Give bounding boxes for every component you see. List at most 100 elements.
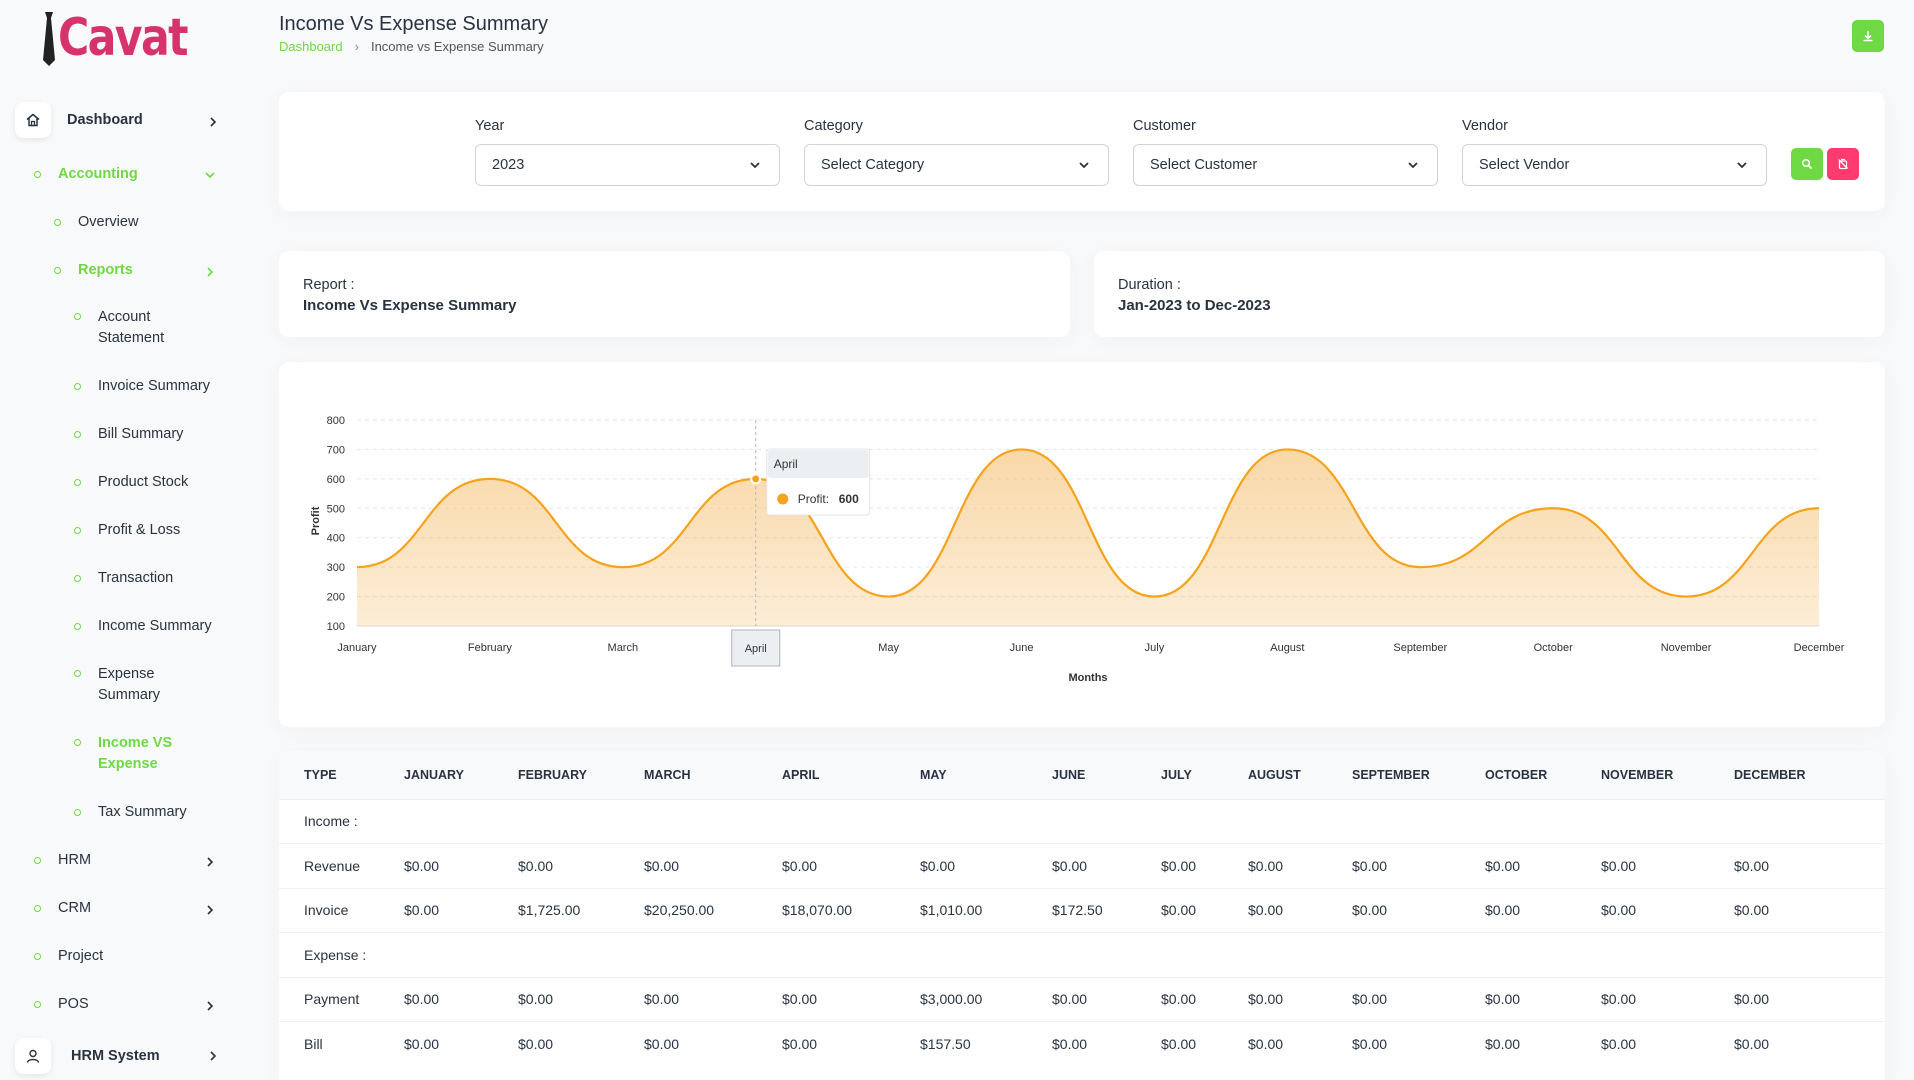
sidebar-item-profit-loss[interactable]: Profit & Loss [74, 522, 180, 538]
brand-logo[interactable]: Cavat [42, 10, 215, 66]
column-header: November [1601, 751, 1734, 799]
active-data-point[interactable] [750, 473, 762, 485]
sidebar-item-label: Summary [98, 687, 161, 703]
table-cell: $0.00 [1248, 976, 1352, 1022]
reset-button[interactable] [1827, 148, 1859, 180]
sidebar-item-income-vs-expense[interactable]: Income VS Expense [74, 733, 172, 775]
x-tick-label: March [608, 642, 639, 654]
sidebar-item-hrm-system[interactable]: HRM System [15, 1038, 220, 1074]
sidebar-item-label: Reports [78, 262, 133, 278]
search-icon [1801, 158, 1813, 170]
table-section-row: Income : [279, 798, 1885, 844]
table-cell: $0.00 [782, 843, 920, 888]
tooltip-title: April [774, 457, 798, 471]
sidebar-item-label: Expense [98, 666, 155, 682]
home-icon [15, 102, 51, 138]
bullet-icon [74, 808, 81, 816]
category-filter-label: Category [804, 118, 863, 134]
table-cell: $0.00 [1485, 976, 1601, 1022]
customer-select-value: Select Customer [1150, 157, 1258, 173]
table-cell: $0.00 [1248, 887, 1352, 933]
category-filter: Category Select Category [804, 118, 1109, 186]
table-cell: $0.00 [518, 843, 644, 888]
year-select[interactable]: 2023 [475, 144, 780, 186]
chevron-right-icon [207, 905, 214, 915]
category-select[interactable]: Select Category [804, 144, 1109, 186]
sidebar-item-transaction[interactable]: Transaction [74, 570, 173, 586]
brand-name: Cavat [58, 8, 188, 68]
sidebar-item-expense-summary[interactable]: Expense Summary [74, 664, 160, 706]
table-cell: $0.00 [1248, 1021, 1352, 1066]
sidebar-item-label: Income VS [98, 735, 173, 751]
customer-select[interactable]: Select Customer [1133, 144, 1438, 186]
sidebar-item-crm[interactable]: CRM [34, 900, 220, 916]
x-tick-label: February [468, 642, 513, 654]
column-header: Type [279, 751, 404, 799]
row-type: Bill [279, 1021, 404, 1066]
section-title: Income : [279, 798, 1885, 844]
breadcrumb-separator-icon: › [354, 39, 359, 54]
table-section-row: Expense : [279, 932, 1885, 977]
sidebar-item-invoice-summary[interactable]: Invoice Summary [74, 378, 210, 394]
sidebar-item-label: Expense [98, 756, 158, 772]
chevron-right-icon [210, 1051, 217, 1061]
row-type: Invoice [279, 887, 404, 933]
bullet-icon [54, 218, 61, 226]
column-header: June [1052, 751, 1161, 799]
y-tick-label: 600 [327, 474, 345, 486]
profit-area-chart[interactable]: 100 200 300 400 500 600 700 800 Profit January F… [279, 362, 1885, 727]
sidebar-item-accounting[interactable]: Accounting [34, 166, 220, 182]
breadcrumb-home-link[interactable]: Dashboard [279, 39, 343, 54]
tooltip-marker-icon [777, 493, 789, 505]
vendor-filter-label: Vendor [1462, 118, 1508, 134]
bullet-icon [34, 904, 41, 912]
sidebar-item-label: HRM System [71, 1048, 160, 1064]
profit-series-line [356, 448, 1820, 598]
sidebar-item-label: Product Stock [98, 474, 189, 490]
chevron-down-icon [1408, 162, 1418, 169]
y-tick-label: 300 [327, 562, 345, 574]
sidebar-item-tax-summary[interactable]: Tax Summary [74, 804, 187, 820]
download-icon [1863, 31, 1873, 42]
sidebar-item-label: Accounting [58, 166, 138, 182]
table-cell: $157.50 [920, 1021, 1052, 1066]
sidebar-item-project[interactable]: Project [34, 948, 103, 964]
chevron-down-icon [205, 172, 215, 179]
sidebar-item-bill-summary[interactable]: Bill Summary [74, 426, 183, 442]
x-tick-label: July [1145, 642, 1165, 654]
bullet-icon [54, 266, 61, 274]
chevron-right-icon [207, 267, 214, 277]
table-cell: $0.00 [1352, 976, 1485, 1022]
sidebar-item-reports[interactable]: Reports [54, 262, 220, 278]
report-value: Income Vs Expense Summary [303, 297, 517, 314]
sidebar-item-product-stock[interactable]: Product Stock [74, 474, 188, 490]
download-button[interactable] [1852, 20, 1884, 52]
sidebar-item-pos[interactable]: POS [34, 996, 220, 1012]
vendor-select[interactable]: Select Vendor [1462, 144, 1767, 186]
sidebar-item-dashboard[interactable]: Dashboard [15, 102, 220, 138]
table-cell: $0.00 [644, 976, 782, 1022]
sidebar-item-label: Tax Summary [98, 804, 187, 820]
x-tick-label: June [1010, 642, 1034, 654]
chevron-right-icon [210, 117, 217, 127]
profit-series-area [357, 449, 1819, 626]
x-axis-highlight: April [731, 629, 781, 667]
column-header: December [1734, 751, 1885, 799]
table-cell: $0.00 [1485, 843, 1601, 888]
bullet-icon [74, 622, 81, 630]
search-button[interactable] [1791, 148, 1823, 180]
column-header: April [782, 751, 920, 799]
bullet-icon [34, 952, 41, 960]
chevron-down-icon [1737, 162, 1747, 169]
sidebar-item-hrm[interactable]: HRM [34, 852, 220, 868]
tie-icon [43, 12, 55, 66]
breadcrumb-current: Income vs Expense Summary [370, 39, 544, 54]
sidebar-item-income-summary[interactable]: Income Summary [74, 618, 212, 634]
page-title: Income Vs Expense Summary [279, 13, 548, 35]
sidebar-item-account-statement[interactable]: Account Statement [74, 307, 164, 349]
table-cell: $0.00 [1161, 976, 1248, 1022]
sidebar-item-overview[interactable]: Overview [54, 214, 138, 230]
summary-table-card: Type January February March April May June July… [279, 751, 1885, 1080]
tooltip-value: 600 [839, 492, 859, 506]
bullet-icon [74, 739, 81, 746]
